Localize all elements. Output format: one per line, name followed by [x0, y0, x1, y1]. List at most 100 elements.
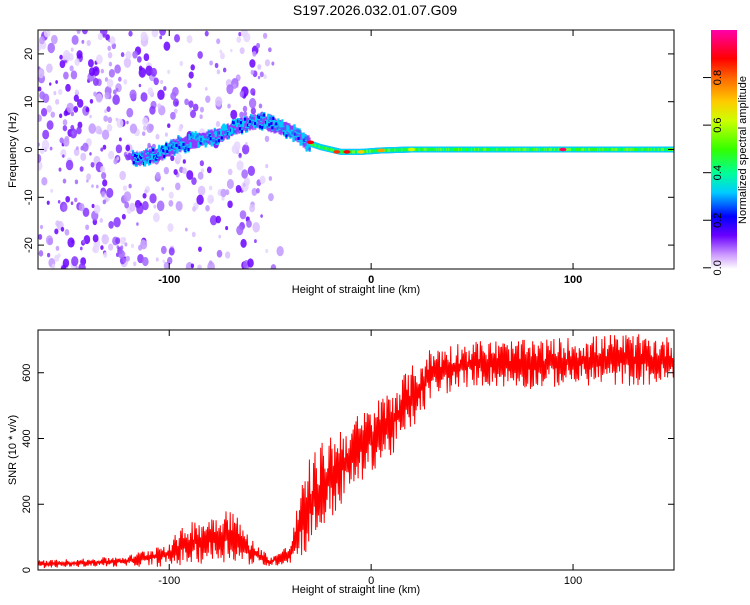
spectrogram-noise-cell: [191, 231, 196, 238]
spectrogram-ridge-core: [151, 155, 154, 159]
spectrogram-noise-cell: [62, 204, 68, 212]
spectrogram-peak: [333, 150, 341, 154]
spectrogram-ridge-core: [270, 122, 273, 126]
spectrogram-peak: [343, 150, 351, 154]
spectrogram-noise-cell: [151, 30, 159, 38]
spectrogram-noise-cell: [156, 200, 165, 212]
spectrogram-noise-cell: [236, 160, 244, 171]
spectrogram-noise-cell: [113, 158, 118, 165]
spectrogram-noise-cell: [41, 176, 48, 186]
spectrogram-noise-cell: [62, 119, 68, 126]
spectrogram-noise-cell: [238, 152, 242, 157]
spectrogram-ridge-core: [235, 122, 239, 126]
spectrogram-noise-cell: [159, 30, 166, 36]
snr-frame: [37, 329, 675, 571]
spectrogram-ridge-core: [237, 119, 241, 123]
spectrogram-ridge-core: [187, 147, 190, 151]
spectrogram-noise-cell: [142, 256, 149, 267]
spectrogram-noise-cell: [81, 39, 85, 44]
spectrogram-noise-cell: [125, 144, 131, 152]
spectrogram-noise-cell: [41, 139, 50, 151]
spectrogram-xtick-label: 0: [368, 274, 374, 286]
spectrogram-noise-cell: [63, 110, 68, 117]
spectrogram-noise-cell: [262, 32, 268, 39]
spectrogram-noise-cell: [167, 223, 174, 232]
spectrogram-noise-cell: [139, 202, 143, 206]
snr-ytick-label: 400: [21, 429, 33, 447]
spectrogram-noise-cell: [107, 116, 113, 124]
spectrogram-noise-cell: [38, 69, 45, 79]
spectrogram-noise-cell: [118, 249, 125, 259]
spectrogram-ridge-core: [292, 137, 295, 141]
spectrogram-ridge-core: [158, 146, 161, 150]
spectrogram-noise-cell: [65, 195, 71, 203]
spectrogram-noise-cell: [141, 131, 146, 136]
spectrogram-noise-cell: [128, 30, 133, 37]
spectrogram-noise-cell: [107, 51, 113, 59]
spectrogram-noise-cell: [188, 71, 194, 79]
spectrogram-noise-cell: [95, 54, 103, 65]
spectrogram-ridge-core: [264, 124, 267, 128]
colorbar-label: Normalized spectral amplitude: [737, 76, 749, 224]
spectrogram-noise-cell: [173, 108, 178, 114]
spectrogram-ridge-core: [189, 143, 192, 147]
spectrogram-noise-cell: [104, 109, 107, 114]
spectrogram-noise-cell: [57, 199, 61, 204]
snr-xtick-label: -100: [158, 575, 180, 587]
spectrogram-noise-cell: [55, 80, 58, 84]
spectrogram-ridge-core: [302, 133, 305, 138]
spectrogram-ridge-core: [275, 122, 278, 126]
spectrogram-noise-cell: [268, 193, 274, 202]
spectrogram-noise-cell: [140, 31, 148, 42]
spectrogram-noise-cell: [136, 222, 139, 226]
spectrogram-noise-cell: [76, 50, 83, 59]
spectrogram-noise-cell: [108, 221, 114, 229]
spectrogram-ridge-core: [170, 140, 173, 144]
spectrogram-ridge-core: [308, 147, 311, 151]
spectrogram-noise-cell: [256, 42, 261, 49]
spectrogram-noise-cell: [93, 204, 101, 214]
colorbar-tick-label: 0.4: [712, 165, 724, 180]
spectrogram-noise-cell: [142, 192, 147, 199]
spectrogram-ridge-core: [147, 153, 150, 157]
spectrogram-noise-cell: [70, 70, 78, 80]
spectrogram-ridge-core: [145, 149, 148, 154]
spectrogram-noise-cell: [80, 145, 84, 151]
spectrogram-noise-cell: [119, 170, 126, 181]
spectrogram-noise-cell: [140, 239, 148, 250]
spectrogram-noise-cell: [238, 31, 242, 37]
colorbar: 0.0 0.2 0.4 0.6 0.8 Normalized spectral ampl…: [703, 30, 749, 275]
spectrogram-noise-cell: [184, 227, 188, 232]
spectrogram-ridge-core: [177, 136, 180, 140]
spectrogram-noise-cell: [88, 123, 97, 134]
spectrogram-noise-cell: [166, 256, 173, 265]
spectrogram-noise-cell: [123, 79, 128, 85]
spectrogram-noise-cell: [38, 86, 42, 92]
spectrogram-ridge-core: [188, 135, 191, 139]
spectrogram-noise-cell: [89, 114, 92, 119]
snr-ytick-label: 600: [21, 364, 33, 382]
spectrogram-ridge-core: [298, 129, 301, 133]
spectrogram-noise-cell: [265, 163, 269, 169]
spectrogram-noise-cell: [123, 57, 132, 68]
spectrogram-ridge-core: [227, 134, 230, 138]
spectrogram-noise-cell: [100, 68, 104, 74]
spectrogram-noise-cell: [59, 54, 63, 60]
spectrogram-ridge-core: [300, 140, 303, 145]
spectrogram-noise-cell: [108, 61, 113, 67]
spectrogram-noise-cell: [197, 264, 202, 269]
spectrogram-noise-cell: [99, 218, 103, 223]
spectrogram-noise-cell: [129, 202, 136, 212]
spectrogram-noise-cell: [197, 51, 203, 59]
spectrogram-noise-cell: [55, 245, 60, 251]
spectrogram-ridge-core: [277, 119, 280, 123]
spectrogram-noise-cell: [222, 67, 227, 73]
spectrogram-noise-cell: [78, 203, 85, 212]
spectrogram-noise-cell: [106, 78, 114, 88]
spectrogram-noise-cell: [199, 114, 203, 119]
spectrogram-noise-cell: [163, 166, 170, 175]
spectrogram-ridge-core: [173, 151, 176, 155]
spectrogram-noise-cell: [83, 234, 91, 245]
spectrogram-noise-cell: [76, 30, 81, 34]
